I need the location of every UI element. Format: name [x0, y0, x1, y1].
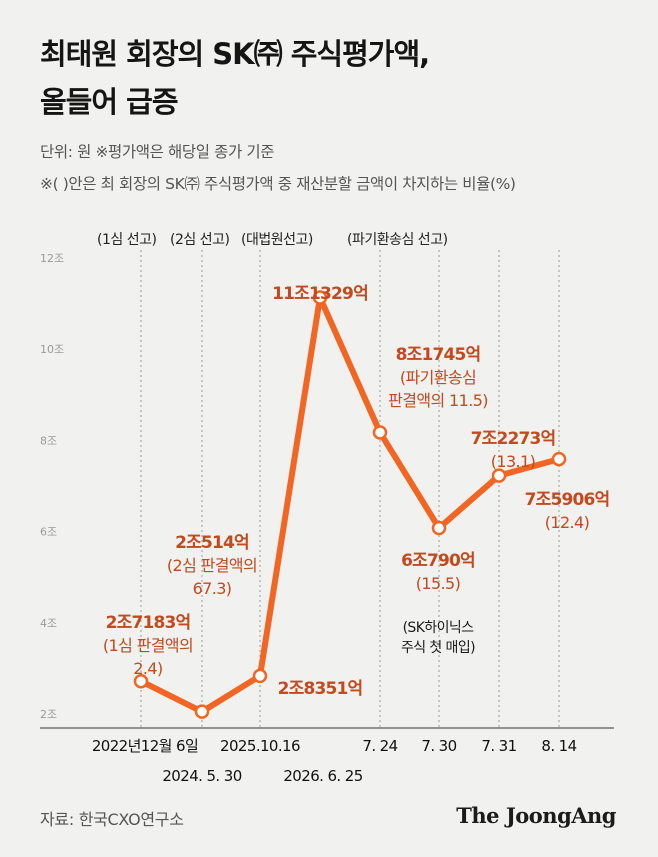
data-point [491, 468, 507, 483]
unit-note: 단위: 원 ※평가액은 해당일 종가 기준 [40, 143, 275, 161]
data-value-label: 11조1329억 [272, 284, 368, 304]
data-ratio-label: 67.3) [193, 579, 232, 598]
data-annotation: (SK하이닉스 [403, 620, 475, 636]
y-tick-label: 8조 [40, 434, 57, 447]
data-ratio-label: (2심 판결액의 [167, 556, 257, 575]
data-value-label: 2조514억 [175, 533, 249, 553]
data-point [133, 673, 149, 689]
event-label: (파기환송심 선고) [347, 232, 448, 248]
data-point [194, 704, 210, 719]
title-line-2: 올들어 급증 [40, 85, 179, 119]
data-ratio-label: 판결액의 11.5) [388, 391, 488, 410]
x-tick-label: 7. 30 [421, 737, 456, 755]
data-point [431, 520, 447, 536]
data-value-label: 8조1745억 [396, 345, 481, 365]
y-tick-label: 10조 [40, 343, 64, 356]
source-text: 자료: 한국CXO연구소 [40, 810, 184, 829]
data-value-label: 7조2273억 [471, 429, 556, 449]
x-tick-label: 7. 24 [362, 737, 397, 755]
x-tick-label: 2024. 5. 30 [162, 767, 241, 785]
x-tick-label: 7. 31 [481, 737, 516, 755]
data-value-label: 6조790억 [401, 551, 475, 571]
chart-title: 최태원 회장의 SK㈜ 주식평가액, 올들어 급증 [40, 30, 430, 126]
data-value-label: 7조5906억 [525, 490, 610, 510]
x-tick-label: 2025.10.16 [220, 737, 300, 755]
data-ratio-label: (파기환송심 [400, 368, 476, 387]
data-ratio-label: (13.1) [491, 452, 536, 471]
ratio-note: ※( )안은 최 회장의 SK㈜ 주식평가액 중 재산분할 금액이 차지하는 비… [40, 175, 516, 193]
data-ratio-label: (12.4) [545, 513, 590, 532]
data-point [551, 451, 567, 467]
data-ratio-label: 2.4) [133, 659, 162, 678]
series-line [138, 294, 562, 715]
event-label: (2심 선고) [170, 232, 229, 248]
x-tick-label: 2022년12월 6일 [92, 737, 198, 755]
data-value-label: 2조7183억 [106, 613, 191, 633]
y-tick-label: 4조 [40, 617, 57, 630]
x-tick-label: 8. 14 [541, 737, 576, 755]
y-tick-label: 12조 [40, 252, 64, 265]
data-point [372, 425, 388, 440]
data-point [312, 290, 328, 305]
y-tick-label: 6조 [40, 526, 57, 539]
y-tick-label: 2조 [40, 708, 57, 721]
event-label: (1심 선고) [97, 232, 156, 248]
x-tick-label: 2026. 6. 25 [283, 767, 362, 785]
event-label: (대법원선고) [241, 232, 313, 248]
data-value-label: 2조8351억 [278, 679, 363, 699]
data-ratio-label: (15.5) [416, 574, 461, 593]
data-annotation: 주식 첫 매입) [401, 640, 475, 656]
data-point [252, 668, 268, 684]
title-line-1: 최태원 회장의 SK㈜ 주식평가액, [40, 37, 430, 71]
data-ratio-label: (1심 판결액의 [103, 636, 193, 655]
publisher-logo: The JoongAng [456, 803, 616, 828]
